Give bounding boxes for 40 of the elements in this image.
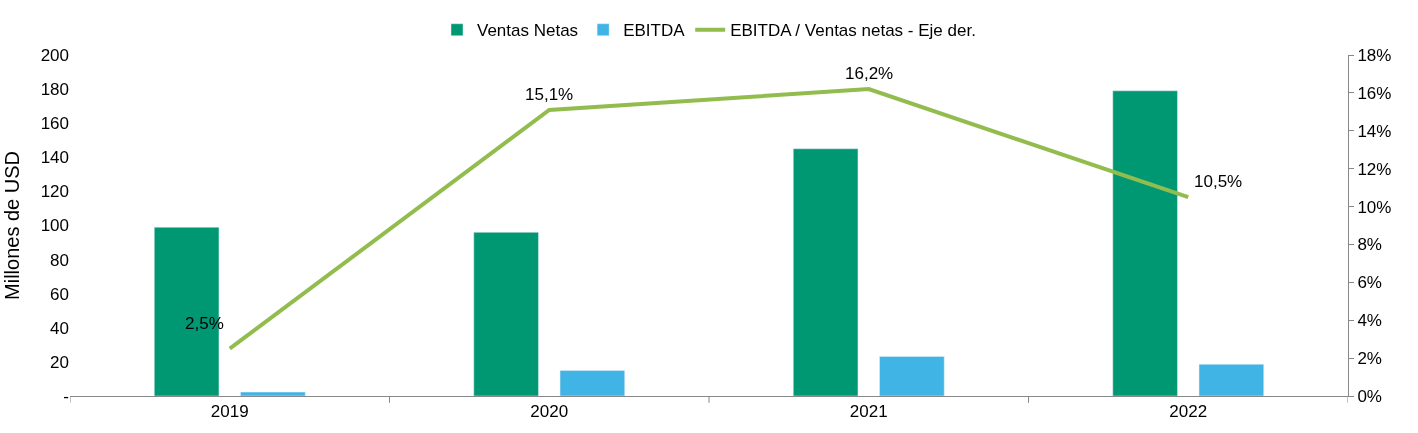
y-tick-label: 200	[40, 45, 69, 65]
x-tick-label: 2019	[210, 402, 249, 422]
y-tick-label: 20	[50, 352, 69, 372]
y-tick-label: 160	[40, 114, 69, 134]
y2-tick-label: 12%	[1357, 159, 1392, 179]
y2-tick-label: 6%	[1357, 273, 1382, 293]
legend-label: EBITDA	[623, 21, 686, 41]
x-tick-label: 2020	[530, 402, 569, 422]
data-label: 16,2%	[845, 64, 894, 83]
y2-tick-label: 8%	[1357, 235, 1382, 255]
bar	[559, 370, 625, 396]
y2-tick-label: 2%	[1357, 349, 1382, 369]
y2-tick-label: 0%	[1357, 386, 1382, 406]
bar	[1198, 364, 1264, 396]
y-axis-title: Millones de USD	[1, 151, 24, 300]
bar	[793, 148, 859, 396]
y2-tick-label: 4%	[1357, 311, 1382, 331]
x-tick-label: 2021	[849, 402, 888, 422]
y-tick-label: 120	[40, 182, 69, 202]
legend-label: Ventas Netas	[477, 21, 579, 41]
y2-tick-label: 14%	[1357, 121, 1392, 141]
y-tick-label: 100	[40, 216, 69, 236]
y-tick-label: 40	[50, 318, 69, 338]
y2-tick-label: 18%	[1357, 45, 1392, 65]
line-series	[227, 87, 1191, 351]
y2-tick-label: 10%	[1357, 197, 1392, 217]
x-tick-label: 2022	[1169, 402, 1208, 422]
y-tick-label: -	[63, 386, 69, 406]
y-tick-label: 140	[40, 148, 69, 168]
bar	[1112, 90, 1178, 396]
legend-label: EBITDA / Ventas netas - Eje der.	[730, 21, 976, 41]
bar	[879, 356, 945, 396]
y-tick-label: 60	[50, 284, 69, 304]
y2-tick-label: 16%	[1357, 83, 1392, 103]
data-label: 10,5%	[1194, 172, 1243, 191]
bar	[473, 232, 539, 396]
y-tick-label: 180	[40, 80, 69, 100]
data-label: 15,1%	[525, 85, 574, 104]
y-tick-label: 80	[50, 250, 69, 270]
bar	[240, 391, 306, 396]
